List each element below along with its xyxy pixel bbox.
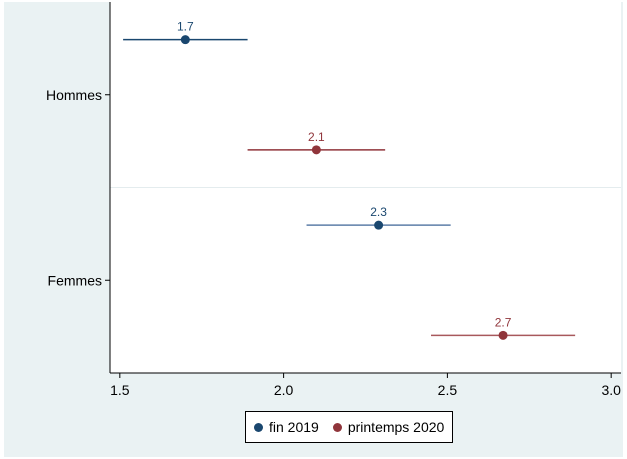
legend-marker-fin-2019 [254, 422, 263, 432]
legend-item-fin-2019: fin 2019 [254, 419, 319, 435]
point-fin-2019-femmes [374, 220, 384, 230]
x-tick-label: 2.0 [274, 382, 294, 398]
x-tick-label: 1.5 [110, 382, 130, 398]
data-marks: 1.7 2.3 2.1 2.7 [123, 20, 576, 340]
legend-label-fin-2019: fin 2019 [269, 419, 319, 435]
legend-marker-printemps-2020 [332, 422, 342, 432]
data-label-fin-2019-hommes: 1.7 [177, 20, 194, 34]
point-printemps-2020-hommes [311, 145, 321, 155]
data-label-fin-2019-femmes: 2.3 [370, 205, 387, 219]
legend: fin 2019 printemps 2020 [245, 411, 454, 443]
point-fin-2019-hommes [180, 35, 190, 45]
point-printemps-2020-femmes [498, 330, 508, 340]
data-label-printemps-2020-hommes: 2.1 [308, 130, 325, 144]
chart-plot: 1.5 2.0 2.5 3.0 Hommes Femmes 1.7 2.3 2.1 2.7 [46, 2, 621, 398]
legend-item-printemps-2020: printemps 2020 [332, 419, 445, 435]
y-ticks: Hommes Femmes [46, 87, 110, 288]
y-tick-label-hommes: Hommes [46, 87, 102, 103]
y-tick-label-femmes: Femmes [48, 272, 102, 288]
legend-label-printemps-2020: printemps 2020 [347, 419, 445, 435]
x-ticks: 1.5 2.0 2.5 3.0 [110, 373, 621, 398]
x-tick-label: 2.5 [438, 382, 458, 398]
chart-frame: 1.5 2.0 2.5 3.0 Hommes Femmes 1.7 2.3 2.1 2.7 f… [4, 2, 623, 457]
data-label-printemps-2020-femmes: 2.7 [495, 315, 512, 329]
x-tick-label: 3.0 [601, 382, 621, 398]
